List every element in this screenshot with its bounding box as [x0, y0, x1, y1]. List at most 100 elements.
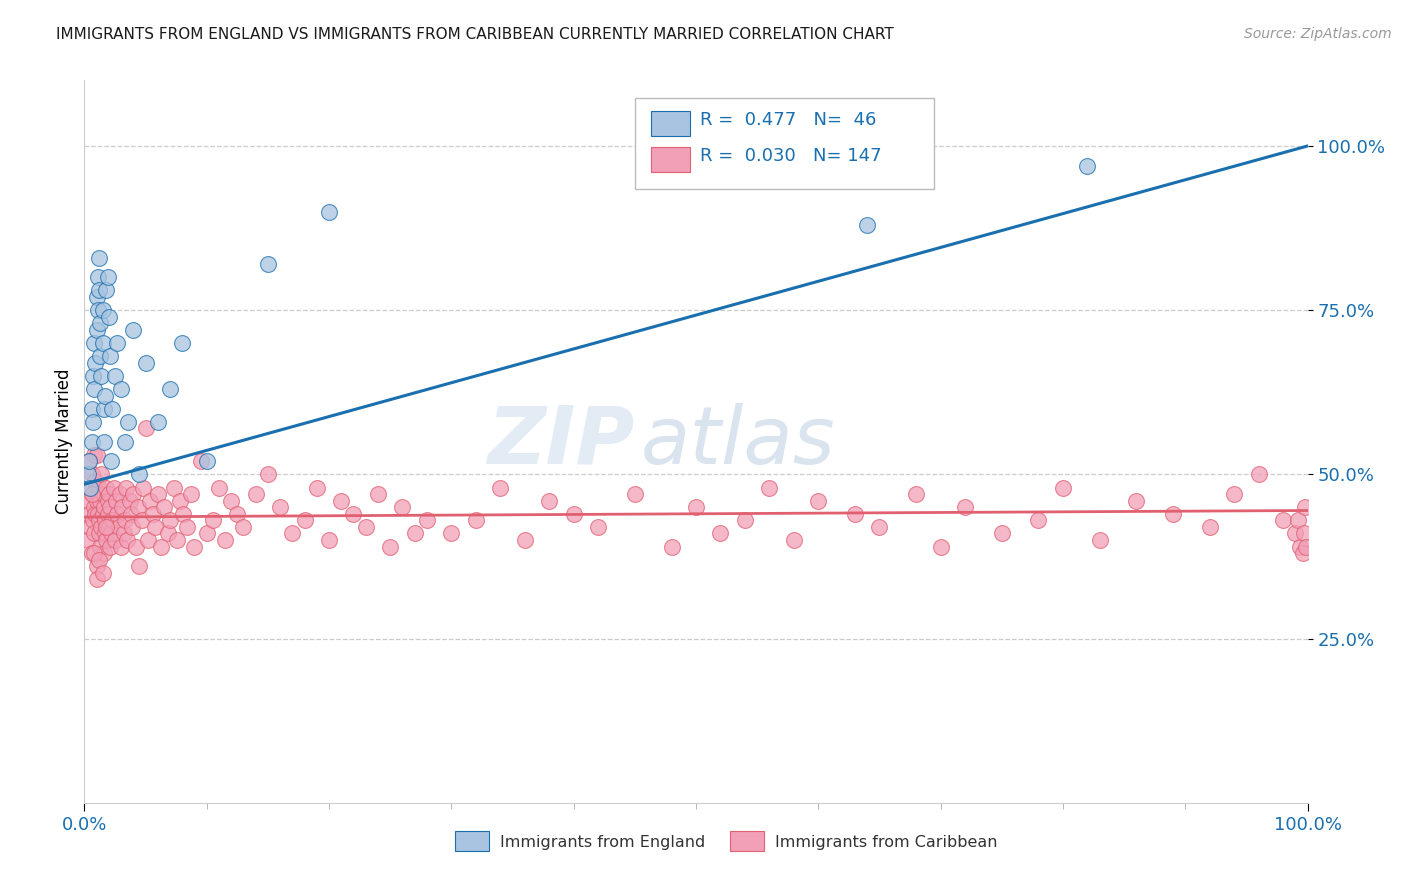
Point: [219, 493, 242, 508]
Point: [190, 454, 212, 468]
Point: [245, 487, 267, 501]
Point: [87, 303, 110, 318]
Point: [146, 415, 169, 429]
Point: [96, 533, 118, 547]
Point: [159, 382, 181, 396]
Point: [101, 513, 124, 527]
Point: [342, 507, 364, 521]
Point: [232, 520, 254, 534]
Point: [132, 481, 155, 495]
Point: [86, 448, 108, 462]
Point: [77, 507, 100, 521]
Point: [83, 448, 105, 462]
Point: [1292, 546, 1315, 560]
Point: [82, 513, 104, 527]
Point: [115, 481, 138, 495]
Point: [77, 493, 100, 508]
Point: [98, 540, 121, 554]
Point: [1223, 487, 1246, 501]
Point: [77, 467, 100, 482]
Point: [87, 526, 110, 541]
Point: [80, 401, 103, 416]
Point: [1247, 467, 1270, 482]
Point: [281, 526, 304, 541]
Point: [538, 493, 561, 508]
Point: [367, 487, 389, 501]
Point: [86, 559, 108, 574]
Point: [77, 454, 100, 468]
Point: [391, 500, 413, 515]
Point: [146, 487, 169, 501]
Point: [416, 513, 439, 527]
Text: R =  0.030   N= 147: R = 0.030 N= 147: [700, 147, 882, 166]
Point: [226, 507, 249, 521]
Point: [87, 481, 110, 495]
Point: [404, 526, 426, 541]
Point: [159, 513, 181, 527]
Text: IMMIGRANTS FROM ENGLAND VS IMMIGRANTS FROM CARIBBEAN CURRENTLY MARRIED CORRELATI: IMMIGRANTS FROM ENGLAND VS IMMIGRANTS FR…: [56, 27, 894, 42]
Point: [80, 434, 103, 449]
Point: [104, 533, 127, 547]
Point: [869, 520, 891, 534]
Point: [87, 507, 110, 521]
FancyBboxPatch shape: [730, 831, 765, 851]
Point: [87, 251, 110, 265]
Point: [77, 533, 100, 547]
Point: [1076, 159, 1098, 173]
Point: [330, 493, 353, 508]
Point: [110, 382, 132, 396]
Point: [121, 520, 143, 534]
Point: [169, 493, 191, 508]
Point: [122, 487, 145, 501]
Point: [110, 540, 132, 554]
Point: [269, 500, 291, 515]
Point: [115, 533, 138, 547]
Point: [107, 520, 129, 534]
Point: [150, 540, 173, 554]
Point: [117, 415, 139, 429]
Point: [120, 507, 142, 521]
Point: [87, 270, 110, 285]
Point: [89, 493, 111, 508]
Point: [80, 467, 103, 482]
Point: [96, 520, 118, 534]
Point: [180, 487, 202, 501]
Point: [1088, 533, 1111, 547]
Point: [195, 526, 218, 541]
Point: [100, 454, 122, 468]
Point: [257, 467, 280, 482]
Point: [93, 546, 115, 560]
Point: [172, 507, 194, 521]
Point: [97, 487, 120, 501]
Point: [142, 507, 165, 521]
Point: [856, 218, 879, 232]
Point: [807, 493, 830, 508]
Point: [111, 500, 134, 515]
Point: [80, 487, 103, 501]
Point: [1295, 540, 1317, 554]
Point: [1284, 526, 1306, 541]
Point: [83, 382, 105, 396]
Point: [127, 500, 149, 515]
Point: [143, 520, 166, 534]
Point: [1286, 513, 1309, 527]
Point: [83, 526, 105, 541]
Point: [97, 507, 120, 521]
Point: [1294, 500, 1316, 515]
Point: [201, 513, 224, 527]
Point: [83, 500, 105, 515]
Point: [84, 356, 107, 370]
Point: [136, 533, 159, 547]
Point: [89, 316, 111, 330]
Point: [464, 513, 486, 527]
Point: [98, 349, 121, 363]
Point: [108, 487, 131, 501]
Point: [86, 323, 108, 337]
Point: [135, 356, 157, 370]
Point: [90, 368, 112, 383]
FancyBboxPatch shape: [636, 98, 935, 189]
FancyBboxPatch shape: [651, 147, 690, 172]
Point: [91, 507, 114, 521]
Point: [195, 454, 218, 468]
Point: [86, 573, 108, 587]
